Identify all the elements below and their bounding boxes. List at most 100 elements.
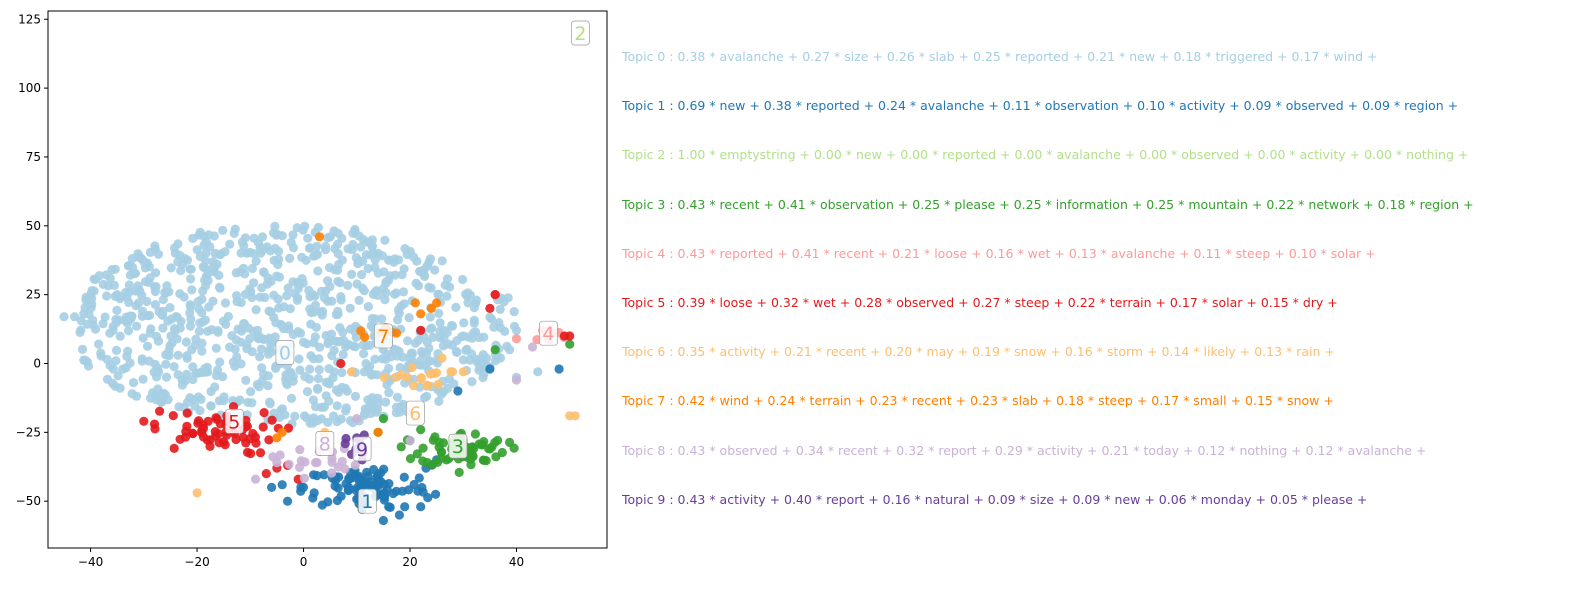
point [186, 264, 196, 274]
point [336, 292, 346, 302]
point [176, 316, 186, 326]
point [499, 297, 509, 307]
point [282, 291, 292, 301]
point [181, 337, 191, 347]
point [439, 325, 449, 335]
y-tick-label: −25 [16, 425, 41, 439]
cluster-label-4: 4 [539, 320, 558, 346]
point [82, 319, 93, 329]
y-tick-label: 100 [18, 81, 41, 95]
point [413, 486, 423, 496]
point [432, 298, 442, 308]
point [310, 458, 321, 468]
point [145, 247, 155, 257]
point [198, 317, 208, 327]
point [452, 347, 462, 357]
point [337, 368, 347, 378]
point [297, 274, 307, 284]
point [306, 351, 316, 361]
y-tick-label: 125 [18, 12, 41, 26]
point [365, 340, 375, 350]
point [360, 408, 370, 418]
point [108, 378, 118, 388]
point [485, 303, 495, 313]
point [321, 377, 331, 387]
point [122, 351, 132, 361]
point [303, 233, 313, 243]
point [186, 274, 196, 284]
point [327, 296, 337, 306]
point [350, 391, 361, 401]
point [418, 456, 428, 466]
point [468, 451, 478, 462]
point [185, 308, 195, 318]
point [139, 416, 149, 426]
point [288, 243, 299, 253]
point [255, 448, 266, 458]
point [198, 432, 208, 442]
point [240, 233, 250, 243]
point [418, 348, 428, 359]
point [109, 280, 119, 290]
point [511, 325, 522, 335]
point [338, 349, 348, 360]
point [259, 268, 269, 278]
point [295, 365, 305, 375]
point [266, 307, 276, 317]
point [208, 296, 218, 306]
point [490, 345, 500, 355]
point [466, 460, 476, 470]
point [565, 339, 575, 349]
point [379, 479, 390, 489]
point [305, 292, 315, 302]
point [313, 373, 323, 384]
point [218, 225, 228, 235]
point [394, 510, 404, 520]
point [325, 232, 335, 242]
point [87, 286, 97, 296]
point [108, 325, 118, 335]
point [332, 417, 342, 427]
point [416, 325, 426, 335]
x-tick-label: −20 [184, 555, 209, 569]
point [213, 429, 223, 439]
point [334, 472, 344, 482]
point [277, 427, 287, 437]
cluster-label-text: 4 [542, 323, 554, 345]
point [190, 401, 200, 411]
cluster-label-box [275, 340, 295, 365]
topic-line-7: Topic 7 : 0.42 * wind + 0.24 * terrain +… [622, 393, 1334, 409]
point [350, 342, 360, 352]
point [485, 364, 495, 374]
point [380, 235, 390, 245]
point [225, 342, 235, 352]
point [493, 435, 503, 445]
point [263, 371, 273, 381]
point [121, 312, 131, 322]
point [223, 311, 233, 322]
point [533, 367, 543, 377]
point [132, 321, 142, 331]
point [332, 401, 342, 411]
point [470, 429, 480, 439]
point [352, 414, 362, 424]
point [198, 286, 208, 296]
point [275, 450, 285, 460]
point [206, 401, 216, 411]
cluster-label-text: 9 [356, 439, 368, 461]
point [306, 416, 317, 426]
point [309, 488, 319, 498]
point [264, 435, 274, 445]
point [412, 449, 422, 459]
point [345, 303, 355, 313]
point [505, 437, 515, 447]
point [272, 458, 282, 468]
point [146, 324, 156, 334]
y-tick-label: 75 [26, 150, 41, 164]
point [249, 249, 259, 259]
point [112, 290, 122, 300]
point [396, 370, 406, 380]
point [471, 354, 481, 364]
point [155, 406, 165, 416]
point [392, 392, 403, 402]
